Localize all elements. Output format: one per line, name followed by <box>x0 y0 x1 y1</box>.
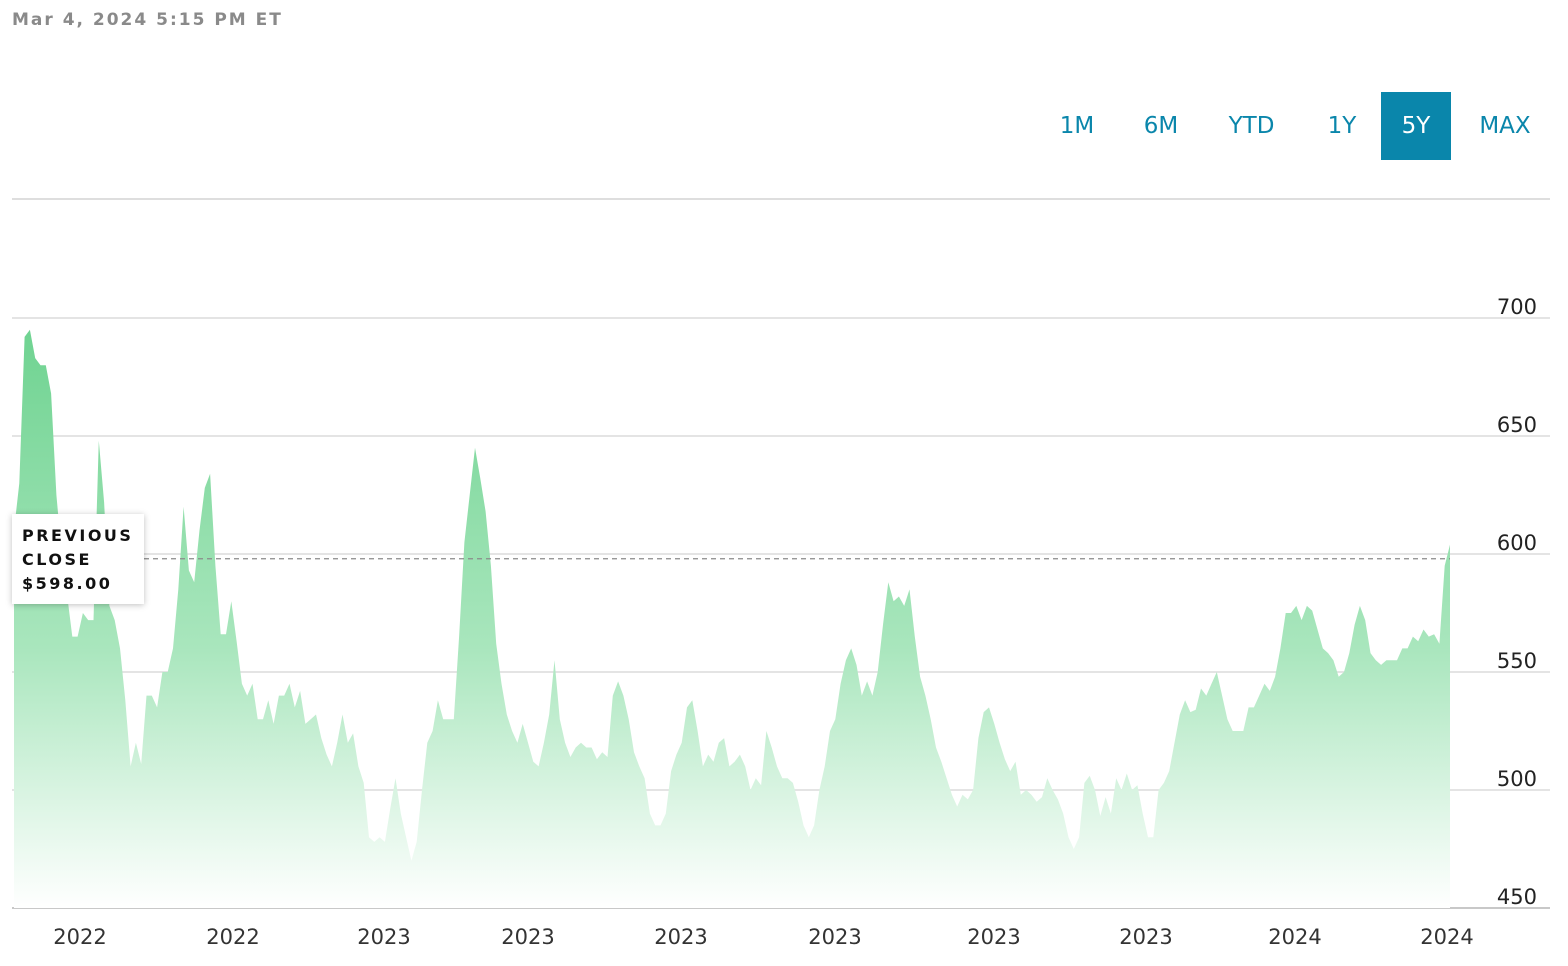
header-divider <box>12 198 1550 200</box>
price-area <box>14 329 1450 908</box>
y-tick-label: 500 <box>1497 767 1537 791</box>
x-tick-label: 2023 <box>357 925 410 949</box>
x-tick-label: 2023 <box>808 925 861 949</box>
range-button-1m[interactable]: 1M <box>1059 113 1095 139</box>
range-button-ytd[interactable]: YTD <box>1228 113 1275 139</box>
previous-close-label: PREVIOUS CLOSE $598.00 <box>12 514 144 604</box>
x-tick-label: 2023 <box>1119 925 1172 949</box>
x-tick-label: 2023 <box>501 925 554 949</box>
range-button-1y[interactable]: 1Y <box>1327 113 1357 139</box>
x-tick-label: 2024 <box>1268 925 1321 949</box>
timestamp: Mar 4, 2024 5:15 PM ET <box>12 10 283 30</box>
range-selector: 1M 6M YTD 1Y 5Y MAX <box>1032 92 1559 160</box>
x-tick-label: 2022 <box>53 925 106 949</box>
x-tick-label: 2022 <box>206 925 259 949</box>
range-button-max[interactable]: MAX <box>1479 113 1531 139</box>
range-button-5y[interactable]: 5Y <box>1381 92 1451 160</box>
previous-close-title-2: CLOSE <box>22 550 92 569</box>
x-tick-label: 2023 <box>967 925 1020 949</box>
y-tick-label: 600 <box>1497 531 1537 555</box>
x-tick-label: 2024 <box>1420 925 1473 949</box>
y-tick-label: 550 <box>1497 649 1537 673</box>
previous-close-value: $598.00 <box>22 574 113 593</box>
y-tick-label: 700 <box>1497 295 1537 319</box>
y-tick-label: 450 <box>1497 885 1537 909</box>
x-tick-label: 2023 <box>654 925 707 949</box>
previous-close-title-1: PREVIOUS <box>22 526 134 545</box>
range-button-6m[interactable]: 6M <box>1143 113 1179 139</box>
y-tick-label: 650 <box>1497 413 1537 437</box>
